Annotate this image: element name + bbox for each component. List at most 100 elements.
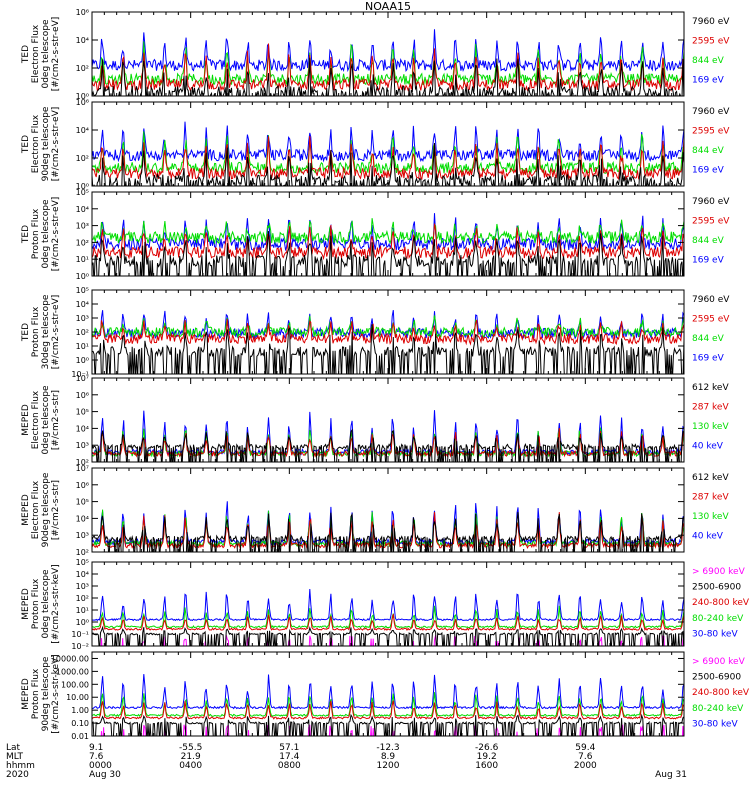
ylabel-line: 90deg telescope [41,472,51,547]
panel-3: 10⁰ 10¹ 10² 10³ 10⁴ 10⁵ TED Proton Flux 0deg tel… [21,188,730,281]
y-tick-label: 10⁴ [76,126,89,135]
legend-blue: 40 keV [692,532,724,542]
panel-2: 10⁰ 10² 10⁴ 10⁶ TED Electron Flux 90deg telesc… [21,98,730,191]
y-tick-label: 10⁻¹ [71,630,89,639]
ylabel-line: Proton Flux [31,668,41,719]
legend-black: 7960 eV [692,17,730,27]
y-tick-label: 10⁶ [76,8,89,17]
panel-6: 10² 10³ 10⁴ 10⁵ 10⁶ 10⁷ MEPED Electron Flux 90de… [21,464,729,557]
ylabel-line: [#/cm2-s-str-eV] [51,17,61,92]
panel-5-traces [92,410,684,462]
legend-black: 7960 eV [692,197,730,207]
xaxis-hhmm: 0400 [179,761,202,771]
legend-blue: 40 keV [692,442,724,452]
legend-blue: 169 eV [692,166,725,176]
y-tick-label: 10² [76,328,89,337]
trace-black [92,625,684,646]
y-tick-label: 10² [76,458,89,467]
ylabel-line: MEPED [21,494,31,526]
y-tick-label: 100.00 [61,680,89,689]
y-tick-label: 0.01 [71,732,89,741]
ylabel-line: [#/cm2-s-str-eV] [51,107,61,182]
y-tick-label: 10³ [76,441,89,450]
trace-green [92,315,684,339]
y-tick-label: 10⁷ [76,374,89,383]
y-tick-label: 10⁰ [76,182,89,191]
trace-black [92,428,684,462]
trace-red [92,43,684,92]
ylabel-line: MEPED [21,588,31,620]
xaxis-lat: 59.4 [575,743,595,753]
xaxis-mlt: 7.6 [578,752,593,762]
ylabel-line: TED [21,225,31,244]
xaxis-lat: -12.3 [376,743,399,753]
xaxis-hhmm: 1600 [475,761,498,771]
legend-green: 130 keV [692,422,729,432]
panel-7-traces [92,588,684,646]
y-tick-label: 10¹ [76,255,89,264]
trace-blue [92,588,684,622]
panel-2-ylabel: TED Electron Flux 90deg telescope [#/cm2-s-… [21,106,61,181]
panel-6-ylabel: MEPED Electron Flux 90deg telescope [#/cm2-… [21,472,61,547]
y-tick-label: 10² [76,594,89,603]
ylabel-line: [#/cm2-s-str-keV] [51,564,61,643]
y-tick-label: 10³ [76,531,89,540]
ylabel-line: Electron Flux [31,480,41,539]
xaxis-lat: 57.1 [279,743,299,753]
y-tick-label: 10³ [76,314,89,323]
y-tick-label: 10³ [76,582,89,591]
panel-7: 10⁻² 10⁻¹ 10⁰ 10¹ 10² 10³ 10⁴ 10⁵ MEPED Proton Fl… [21,558,750,651]
xaxis-date: Aug 30 [89,770,121,780]
y-tick-label: 10⁻² [71,642,89,651]
panel-7-ylabel: MEPED Proton Flux 0deg telescope [#/cm2-s-s… [21,564,61,643]
xaxis-hhmm: 0800 [278,761,301,771]
ylabel-line: TED [21,135,31,154]
xaxis-lat: 9.1 [89,743,103,753]
y-tick-label: 10² [76,238,89,247]
legend-black: 612 keV [692,473,729,483]
y-tick-label: 10⁴ [76,205,89,214]
y-tick-label: 10⁵ [76,558,89,567]
panel-5-ylabel: MEPED Electron Flux 0deg telescope [#/cm2-s… [21,385,61,455]
legend-black: 612 keV [692,383,729,393]
xaxis-mlt: 21.9 [181,752,201,762]
y-tick-label: 10⁰ [76,618,89,627]
ylabel-line: 90deg telescope [41,106,51,181]
ylabel-line: [#/cm2-s-str] [51,390,61,450]
y-tick-label: 10⁵ [76,408,89,417]
panel-3-ylabel: TED Proton Flux 0deg telescope [#/cm2-s-str… [21,197,61,272]
y-tick-label: 10⁰ [76,272,89,281]
legend-red: 287 keV [692,403,729,413]
xaxis-row-label: MLT [6,752,24,762]
panel-7-frame [91,561,685,647]
ylabel-line: 0deg telescope [41,199,51,269]
legend-magenta: > 6900 keV [692,657,746,667]
legend-red: 2595 eV [692,37,730,47]
panel-8: 0.010.101.0010.00100.001000.0010000.00ME… [21,651,750,741]
xaxis-row-label: hhmm [6,761,35,771]
ylabel-line: 0deg telescope [41,569,51,639]
panel-3-traces [92,213,684,276]
trace-red [92,613,684,632]
y-tick-label: 10⁴ [76,36,89,45]
legend-red: 2595 eV [692,315,730,325]
y-tick-label: 10.00 [66,693,89,702]
xaxis-mlt: 19.2 [477,752,497,762]
legend-black: 7960 eV [692,295,730,305]
xaxis-mlt: 8.9 [381,752,396,762]
xaxis-hhmm: 0000 [89,761,112,771]
ylabel-line: TED [21,323,31,342]
legend-red: 240-800 keV [692,688,750,698]
legend-blue: 169 eV [692,256,725,266]
y-tick-label: 10⁴ [76,300,89,309]
y-tick-label: 10000.00 [51,654,89,663]
y-tick-label: 10⁰ [76,92,89,101]
chart-title: NOAA15 [365,0,411,13]
xaxis-hhmm: 2000 [574,761,597,771]
y-tick-label: 10⁵ [76,498,89,507]
xaxis-mlt: 7.6 [89,752,104,762]
trace-red [92,319,684,346]
ylabel-line: 90deg telescope [41,656,51,731]
panel-8-traces [92,674,684,736]
